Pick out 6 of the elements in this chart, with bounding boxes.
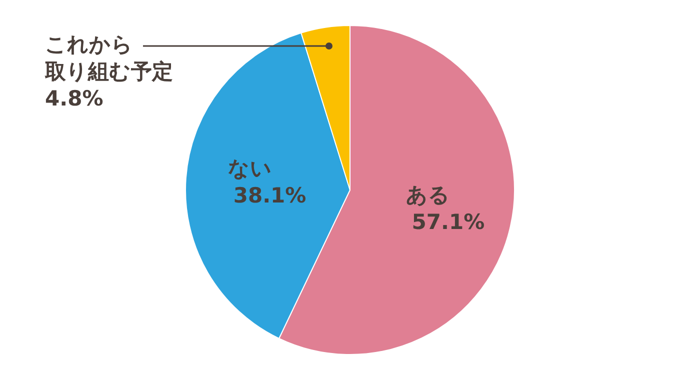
slice-label: これから取り組む予定 [44, 32, 173, 84]
slice-label: ない [228, 156, 272, 180]
data-label: 4.8% [45, 86, 104, 110]
data-label: 38.1% [233, 183, 306, 208]
data-label: 57.1% [412, 210, 485, 234]
slice-label: ある [406, 182, 450, 207]
